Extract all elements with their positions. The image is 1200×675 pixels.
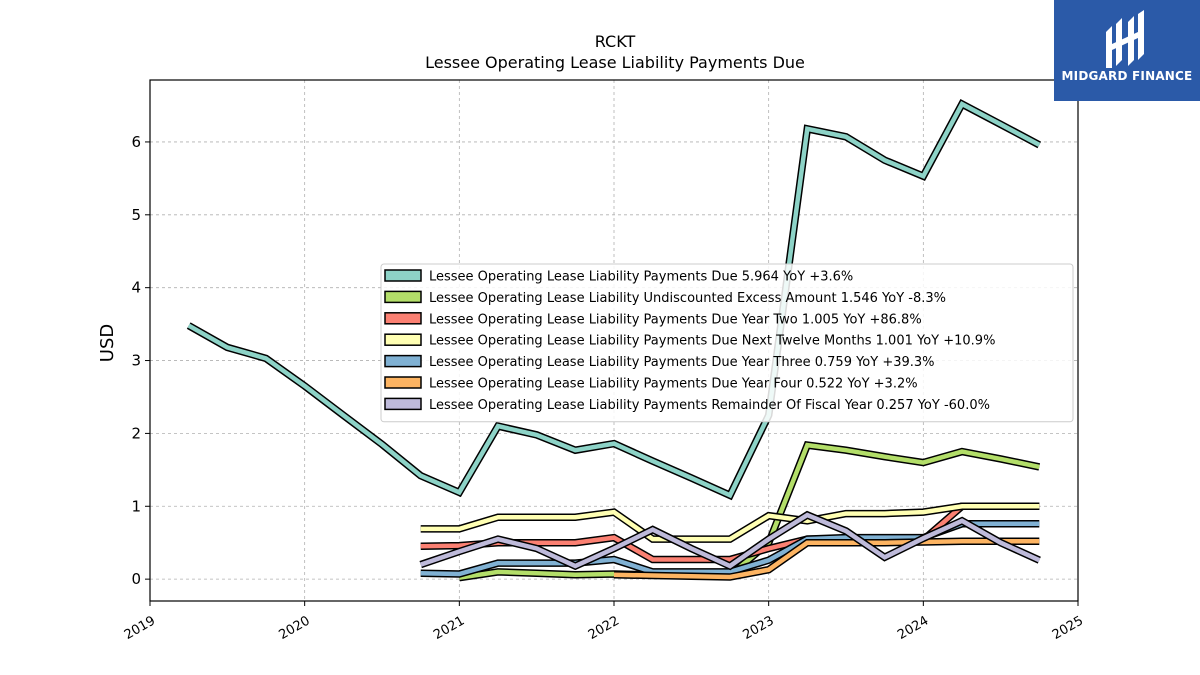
legend-label: Lessee Operating Lease Liability Payment… <box>429 312 922 327</box>
series-line-1 <box>186 98 1042 501</box>
x-tick-label: 2021 <box>431 613 467 643</box>
legend-label: Lessee Operating Lease Liability Payment… <box>429 334 995 349</box>
y-tick-label: 3 <box>131 352 141 370</box>
legend-swatch <box>384 397 422 411</box>
x-tick-label: 2023 <box>741 613 777 643</box>
legend-label: Lessee Operating Lease Liability Payment… <box>429 398 990 413</box>
legend-swatch <box>384 312 422 325</box>
y-tick-label: 2 <box>131 424 141 442</box>
legend-label: Lessee Operating Lease Liability Payment… <box>429 355 935 370</box>
legend-box <box>380 263 1074 423</box>
chart-title: RCKT <box>595 32 636 51</box>
legend-swatch <box>384 269 422 282</box>
series-stroke <box>187 100 1041 499</box>
brand-name: MIDGARD FINANCE <box>1061 69 1193 83</box>
series-line-7 <box>419 510 1041 571</box>
series-stroke <box>613 538 1040 580</box>
chart-subtitle: Lessee Operating Lease Liability Payment… <box>425 53 805 72</box>
y-tick-label: 6 <box>131 133 141 151</box>
x-tick-label: 2025 <box>1050 613 1086 643</box>
x-tick-label: 2019 <box>122 613 158 643</box>
legend-swatch <box>384 354 422 368</box>
series-line-6 <box>613 537 1040 581</box>
legend-swatch <box>384 290 422 304</box>
brand-logo: MIDGARD FINANCE <box>1054 0 1200 101</box>
brand-mark-icon <box>1106 10 1144 68</box>
legend-swatch <box>384 333 422 346</box>
legend-label: Lessee Operating Lease Liability Payment… <box>429 270 853 285</box>
series-stroke <box>419 512 1041 569</box>
x-tick-label: 2020 <box>277 613 313 643</box>
legend-swatch <box>384 376 422 389</box>
y-tick-label: 1 <box>131 497 141 515</box>
y-tick-label: 5 <box>131 206 141 224</box>
series-line-2 <box>458 440 1041 582</box>
legend: Lessee Operating Lease Liability Payment… <box>380 263 1074 423</box>
series-line-4 <box>420 502 1040 543</box>
plot-lines <box>186 98 1042 582</box>
series-stroke <box>458 442 1040 580</box>
legend-label: Lessee Operating Lease Liability Payment… <box>429 377 918 392</box>
x-tick-label: 2024 <box>895 613 931 643</box>
series-stroke <box>420 504 1040 542</box>
y-tick-label: 0 <box>131 570 141 588</box>
y-tick-label: 4 <box>131 279 141 297</box>
legend-label: Lessee Operating Lease Liability Undisco… <box>429 291 946 306</box>
y-axis-label: USD <box>97 324 118 362</box>
x-tick-label: 2022 <box>586 613 622 643</box>
